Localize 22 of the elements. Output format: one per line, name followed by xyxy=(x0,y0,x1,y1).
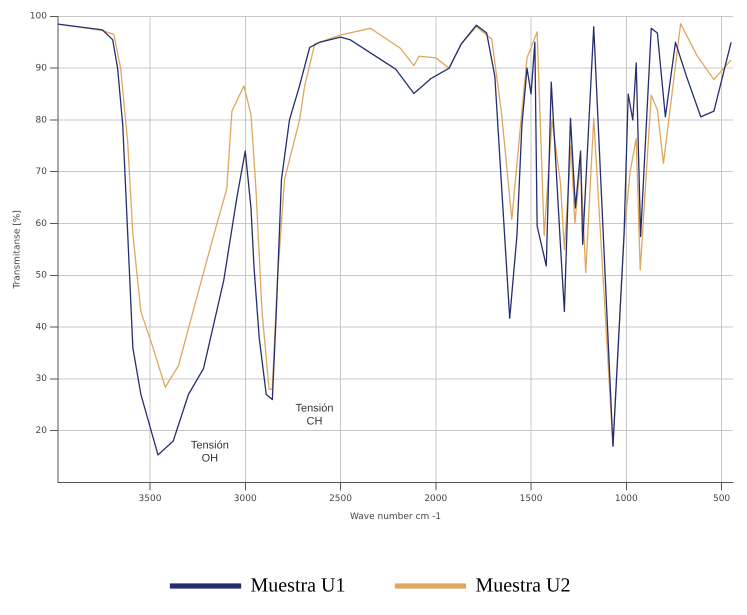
y-tick-label: 70 xyxy=(36,167,48,178)
x-axis-title: Wave number cm -1 xyxy=(350,512,442,522)
y-tick-label: 40 xyxy=(36,322,48,332)
x-tick-label: 2000 xyxy=(424,494,448,504)
x-tick-label: 3500 xyxy=(138,494,162,504)
x-tick-label: 3000 xyxy=(234,494,257,504)
y-axis-title: Transmitanse [%] xyxy=(12,210,23,290)
y-tick-label: 90 xyxy=(36,64,48,74)
y-tick-label: 30 xyxy=(36,374,48,384)
annotation: Tensión OH xyxy=(190,440,229,465)
y-tick-label: 20 xyxy=(36,426,48,436)
x-tick-label: 1500 xyxy=(520,494,543,504)
x-tick-label: 1000 xyxy=(614,494,638,504)
x-tick-label: 2500 xyxy=(329,494,352,504)
legend-label: Muestra U2 xyxy=(476,574,570,596)
y-tick-label: 80 xyxy=(36,115,48,126)
x-tick-label: 500 xyxy=(712,494,730,504)
y-tick-label: 100 xyxy=(30,12,48,22)
legend-label: Muestra U1 xyxy=(250,574,346,596)
annotation: Tensión CH xyxy=(296,402,334,428)
y-tick-label: 60 xyxy=(36,218,48,229)
y-tick-label: 50 xyxy=(36,270,48,281)
